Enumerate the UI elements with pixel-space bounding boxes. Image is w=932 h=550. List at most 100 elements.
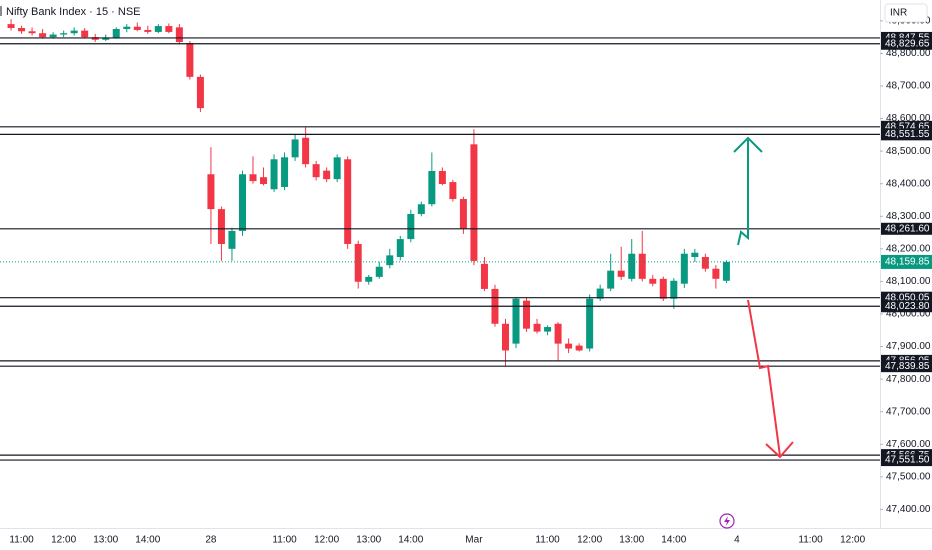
x-tick-label: 13:00 <box>93 535 118 546</box>
x-tick-label: 13:00 <box>356 535 381 546</box>
candle-body <box>28 31 36 34</box>
candle-body <box>123 26 131 29</box>
x-tick-label: 11:00 <box>798 535 823 546</box>
candle-body <box>712 268 720 279</box>
candle-body <box>554 323 562 344</box>
level-label: 47,551.50 <box>885 455 930 466</box>
event-icon[interactable] <box>719 513 735 529</box>
candle-body <box>680 253 688 284</box>
candle-body <box>480 263 488 289</box>
x-tick-label: 12:00 <box>840 535 865 546</box>
candle-body <box>112 28 120 38</box>
level-label: 48,551.55 <box>885 129 930 140</box>
candle-body <box>575 345 583 351</box>
candle-body <box>102 37 110 40</box>
candle-body <box>165 26 173 32</box>
level-label: 48,050.05 <box>885 292 930 303</box>
candle-body <box>18 28 26 32</box>
candle-body <box>7 24 15 29</box>
x-tick-label: 12:00 <box>51 535 76 546</box>
level-label-box <box>881 222 932 235</box>
candle-body <box>438 171 446 185</box>
candle-body <box>670 280 678 299</box>
candle-body <box>533 323 541 332</box>
up-arrow-head <box>733 136 763 153</box>
y-tick-label: 48,300.00 <box>886 211 931 222</box>
candle-body <box>596 288 604 299</box>
candle-body <box>260 177 268 185</box>
candle-body <box>691 252 699 257</box>
level-label-box <box>881 360 932 373</box>
candle-body <box>344 159 352 244</box>
candle-body <box>196 76 204 109</box>
candle-body <box>417 204 425 215</box>
x-tick-label: 13:00 <box>619 535 644 546</box>
candle-body <box>270 159 278 190</box>
candle-body <box>281 157 289 187</box>
x-tick-label: 4 <box>734 535 740 546</box>
y-tick-label: 47,600.00 <box>886 439 931 450</box>
candle-body <box>586 298 594 349</box>
y-tick-label: 48,500.00 <box>886 146 931 157</box>
current-price-box <box>881 254 932 269</box>
candle-body <box>628 253 636 279</box>
candle-body <box>501 323 509 351</box>
candle-body <box>175 27 183 43</box>
candle-body <box>186 42 194 77</box>
candle-body <box>70 30 78 34</box>
candle-body <box>722 261 730 281</box>
candle-body <box>512 298 520 344</box>
candle-body <box>659 278 667 299</box>
candle-body <box>523 300 531 329</box>
candle-body <box>617 270 625 277</box>
x-tick-label: 11:00 <box>272 535 297 546</box>
chart-title: Nifty Bank Index · 15 · NSE <box>6 6 141 18</box>
down-arrow <box>747 299 781 457</box>
x-tick-label: 14:00 <box>398 535 423 546</box>
y-tick-label: 48,800.00 <box>886 48 931 59</box>
candle-body <box>407 214 415 240</box>
candle-body <box>207 174 215 210</box>
x-tick-label: 12:00 <box>577 535 602 546</box>
level-label: 48,023.80 <box>885 301 930 312</box>
down-arrow-head <box>765 441 794 459</box>
candle-body <box>470 144 478 261</box>
candle-body <box>428 171 436 205</box>
level-label: 47,839.85 <box>885 361 930 372</box>
y-tick-label: 47,800.00 <box>886 374 931 385</box>
x-tick-label: 28 <box>205 535 217 546</box>
candle-body <box>333 157 341 180</box>
currency-box[interactable] <box>884 3 928 23</box>
x-tick-label: Mar <box>465 535 483 546</box>
y-tick-label: 48,000.00 <box>886 309 931 320</box>
candle-body <box>49 34 57 38</box>
candle-body <box>238 174 246 231</box>
candle-body <box>649 278 657 284</box>
candle-body <box>701 256 709 269</box>
x-tick-label: 12:00 <box>314 535 339 546</box>
level-label: 48,829.65 <box>885 38 930 49</box>
candle-body <box>302 137 310 165</box>
y-tick-label: 47,500.00 <box>886 472 931 483</box>
y-tick-label: 48,700.00 <box>886 81 931 92</box>
candle-body <box>565 343 573 349</box>
current-price-label: 48,159.85 <box>885 257 930 268</box>
level-label-box <box>881 300 932 313</box>
up-arrow <box>737 140 749 246</box>
candle-body <box>154 26 162 32</box>
level-label-box <box>881 128 932 141</box>
level-label-box <box>881 454 932 467</box>
candle-body <box>133 26 141 30</box>
candle-body <box>217 209 225 244</box>
x-tick-label: 14:00 <box>661 535 686 546</box>
candle-body <box>449 182 457 200</box>
y-tick-label: 48,100.00 <box>886 276 931 287</box>
level-label-box <box>881 37 932 50</box>
candle-body <box>249 174 257 182</box>
candle-body <box>386 255 394 266</box>
y-tick-label: 48,400.00 <box>886 178 931 189</box>
level-label: 48,261.60 <box>885 223 930 234</box>
candle-body <box>396 239 404 257</box>
